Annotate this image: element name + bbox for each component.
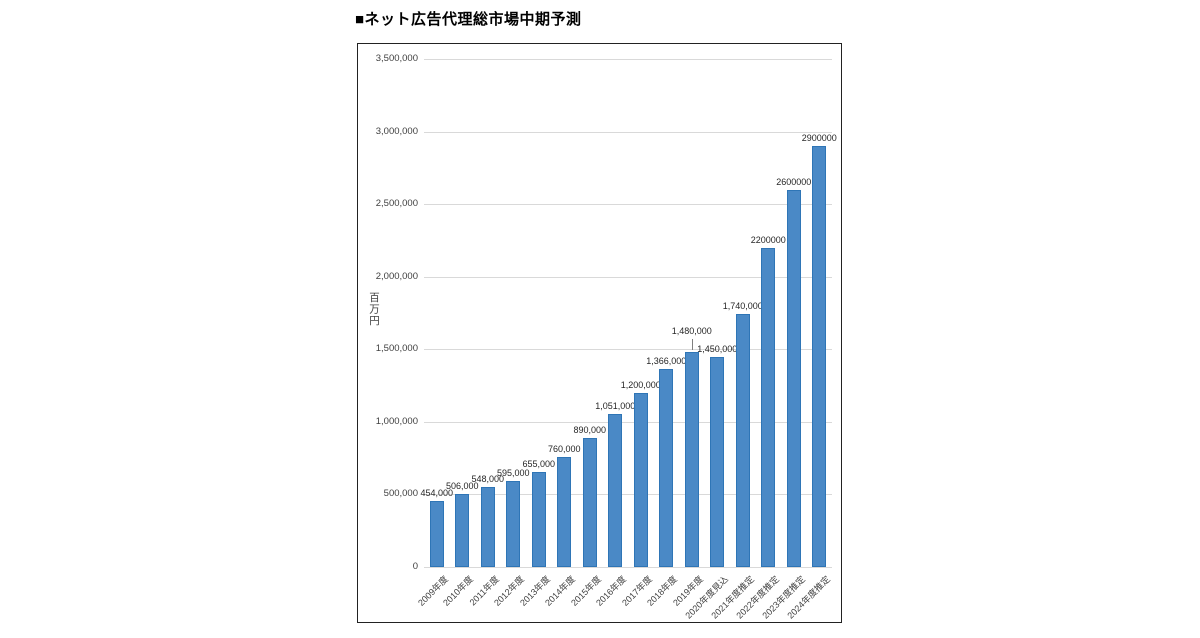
chart-title: ■ネット広告代理総市場中期予測 — [355, 11, 582, 28]
bar — [812, 146, 827, 567]
data-label: 1,200,000 — [620, 380, 661, 390]
data-label: 454,000 — [420, 488, 454, 498]
y-tick-label: 1,000,000 — [375, 415, 418, 427]
y-tick-label: 3,000,000 — [375, 125, 418, 137]
gridline — [424, 59, 832, 60]
gridline — [424, 349, 832, 351]
gridline — [424, 421, 832, 423]
y-axis-title: 百万円 — [368, 292, 380, 327]
data-label: 760,000 — [547, 444, 581, 454]
gridline — [424, 204, 832, 206]
data-label: 1,366,000 — [646, 356, 687, 366]
data-label: 1,051,000 — [595, 401, 636, 411]
y-tick-label: 3,500,000 — [375, 53, 418, 64]
data-label: 1,740,000 — [722, 301, 763, 311]
data-label: 2200000 — [750, 235, 786, 245]
data-label: 2900000 — [801, 133, 837, 143]
chart-area: 百万円 0 500,000 1,000,000 1,500,000 2,000,000 2… — [357, 43, 842, 623]
y-tick-label: 1,500,000 — [375, 343, 418, 355]
data-label: 506,000 — [445, 481, 479, 491]
gridline — [424, 567, 832, 568]
y-tick-label: 0 — [412, 561, 418, 572]
bar — [506, 481, 521, 567]
bar — [582, 438, 597, 567]
y-tick-label: 500,000 — [383, 488, 418, 500]
bar — [429, 501, 444, 567]
data-label: 1,450,000 — [697, 344, 738, 354]
bar — [633, 393, 648, 567]
bar — [480, 487, 495, 567]
bar — [455, 494, 470, 567]
data-label: 548,000 — [471, 474, 505, 484]
gridline — [424, 276, 832, 278]
bar — [531, 472, 546, 567]
bar — [761, 248, 776, 567]
y-tick-label: 2,500,000 — [375, 198, 418, 210]
data-label-leader-line — [691, 339, 693, 350]
y-tick-label: 2,000,000 — [375, 270, 418, 282]
bar — [786, 190, 801, 567]
gridline — [424, 131, 832, 133]
bar — [735, 314, 750, 567]
bar — [557, 457, 572, 567]
data-label: 655,000 — [522, 459, 556, 469]
data-label: 595,000 — [496, 468, 530, 478]
data-label: 1,480,000 — [671, 326, 712, 336]
bar — [684, 352, 699, 567]
gridline — [424, 494, 832, 496]
bar — [608, 414, 623, 567]
data-label: 890,000 — [573, 425, 607, 435]
data-label: 2600000 — [776, 177, 812, 187]
bar — [659, 369, 674, 567]
bar — [710, 357, 725, 567]
